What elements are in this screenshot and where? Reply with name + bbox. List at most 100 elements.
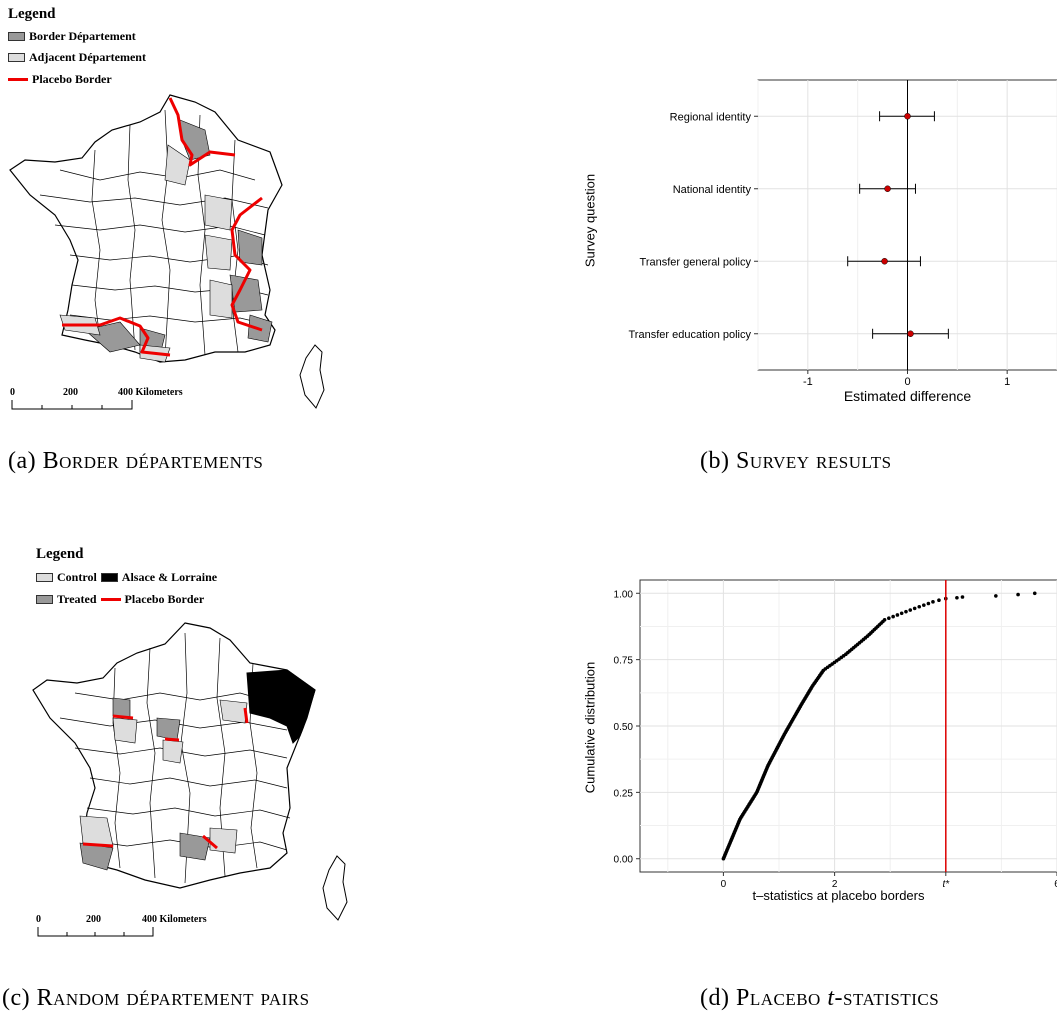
placebo-border-1 <box>112 714 134 720</box>
caption-prefix: (b) <box>700 448 730 474</box>
x-tick-label: 0 <box>721 879 727 890</box>
legend-title: Legend <box>36 546 84 562</box>
scale-tick-400: 400 Kilometers <box>118 387 183 398</box>
dark-swatch <box>8 32 25 41</box>
legend-label: Treated <box>57 592 97 606</box>
corsica <box>322 855 348 921</box>
cdf-point <box>931 600 935 604</box>
x-tick-label: 6 <box>1054 879 1057 890</box>
caption-text: Random département pairs <box>36 985 310 1011</box>
scale-tick-200: 200 <box>86 914 101 925</box>
y-tick-label: Transfer education policy <box>629 329 752 341</box>
legend-item-placebo: Placebo Border <box>8 72 146 87</box>
estimate-point <box>904 113 911 120</box>
ylabel-b: Survey question <box>582 173 598 268</box>
scale-tick-200: 200 <box>63 387 78 398</box>
legend-label: Placebo Border <box>124 592 205 606</box>
legend-label: Control <box>57 570 97 584</box>
ylabel-d: Cumulative distribution <box>582 661 598 794</box>
treated-departements <box>79 697 211 871</box>
corsica <box>299 344 325 409</box>
x-tick-label: 0 <box>904 376 910 388</box>
estimate-point <box>884 185 891 192</box>
ylabel-d-wrap: Cumulative distribution <box>580 580 600 880</box>
legend-label: Border Département <box>29 29 136 43</box>
cdf-point <box>882 618 887 622</box>
cdf-point <box>937 598 941 603</box>
x-tick-label: 2 <box>832 879 838 890</box>
legend-item-border: Border Département <box>8 29 146 44</box>
light-swatch <box>36 573 53 582</box>
cdf-point <box>908 608 913 612</box>
cdf-point <box>895 613 900 617</box>
red-line-swatch <box>8 78 28 81</box>
cdf-point <box>960 595 965 599</box>
scale-tick-0: 0 <box>10 387 15 398</box>
black-swatch <box>100 573 118 582</box>
caption-c: (c) Random département pairs <box>2 985 310 1012</box>
cdf-point <box>891 614 895 619</box>
cdf-point <box>912 606 917 611</box>
placebo-borders <box>62 97 263 357</box>
legend-row-2: Treated Placebo Border <box>36 592 217 607</box>
scale-tick-400: 400 Kilometers <box>142 914 207 925</box>
panel-c-legend: Legend Control Alsace & Lorraine Treated… <box>36 546 217 607</box>
cdf-point <box>887 616 891 621</box>
y-tick-label: Transfer general policy <box>640 256 752 268</box>
dark-swatch <box>36 595 53 604</box>
placebo-border-2 <box>164 737 180 742</box>
caption-italic: t <box>827 985 835 1011</box>
x-axis-label: t–statistics at placebo borders <box>753 888 925 903</box>
estimate-point <box>881 258 888 265</box>
legend-label: Placebo Border <box>32 72 112 86</box>
legend-item-adjacent: Adjacent Département <box>8 50 146 65</box>
y-tick-label: Regional identity <box>670 111 752 123</box>
placebo-borders <box>82 707 249 850</box>
departement-mesh <box>39 109 271 359</box>
light-swatch <box>8 53 25 62</box>
placebo-border-3 <box>243 707 249 724</box>
caption-prefix: (d) <box>700 985 730 1011</box>
caption-a: (a) Border départements <box>8 448 263 475</box>
x-axis-label: Estimated difference <box>844 388 972 404</box>
cdf-point <box>955 595 959 600</box>
france-map-c <box>32 622 348 921</box>
cdf-point <box>926 601 931 606</box>
caption-text: Placebo <box>735 985 828 1011</box>
y-tick-label: 1.00 <box>614 589 634 600</box>
legend-label: Adjacent Département <box>29 50 146 64</box>
caption-prefix: (c) <box>2 985 31 1011</box>
placebo-border-4 <box>82 842 114 848</box>
placebo-border-north <box>168 97 236 167</box>
legend-title: Legend <box>8 6 56 22</box>
legend-row-1: Control Alsace & Lorraine <box>36 570 217 585</box>
alsace-lorraine <box>246 669 316 744</box>
caption-b: (b) Survey results <box>700 448 892 475</box>
france-map-a <box>9 94 325 409</box>
y-tick-label: 0.50 <box>614 722 634 733</box>
red-line-swatch <box>100 598 121 601</box>
placebo-border-south <box>62 316 171 357</box>
cdf-point <box>994 594 998 598</box>
x-tick-label: 1 <box>1004 376 1010 388</box>
estimate-point <box>907 330 914 337</box>
y-tick-label: 0.75 <box>614 656 634 667</box>
cdf-point <box>1016 592 1020 597</box>
adjacent-departements <box>59 144 233 363</box>
scale-bar-a <box>11 400 133 410</box>
placebo-border-east <box>230 196 263 332</box>
cdf-point <box>917 604 922 609</box>
x-tick-label: -1 <box>803 376 813 388</box>
y-tick-label: 0.00 <box>614 855 634 866</box>
cdf-point <box>922 603 926 607</box>
scale-bar-c <box>37 927 154 937</box>
legend-label: Alsace & Lorraine <box>121 570 218 584</box>
survey-results-chart: Regional identity National identity Transf… <box>629 79 1057 404</box>
cdf-point <box>1032 591 1037 596</box>
caption-text: Survey results <box>735 448 892 474</box>
placebo-tstat-chart: 0.00 0.25 0.50 0.75 1.00 0 2 t* 6 t–statistics at… <box>614 579 1057 903</box>
panel-a-legend: Legend Border Département Adjacent Dépar… <box>8 6 146 87</box>
caption-d: (d) Placebo t-statistics <box>700 985 939 1012</box>
y-tick-label: National identity <box>673 184 752 196</box>
ylabel-b-wrap: Survey question <box>580 108 600 338</box>
